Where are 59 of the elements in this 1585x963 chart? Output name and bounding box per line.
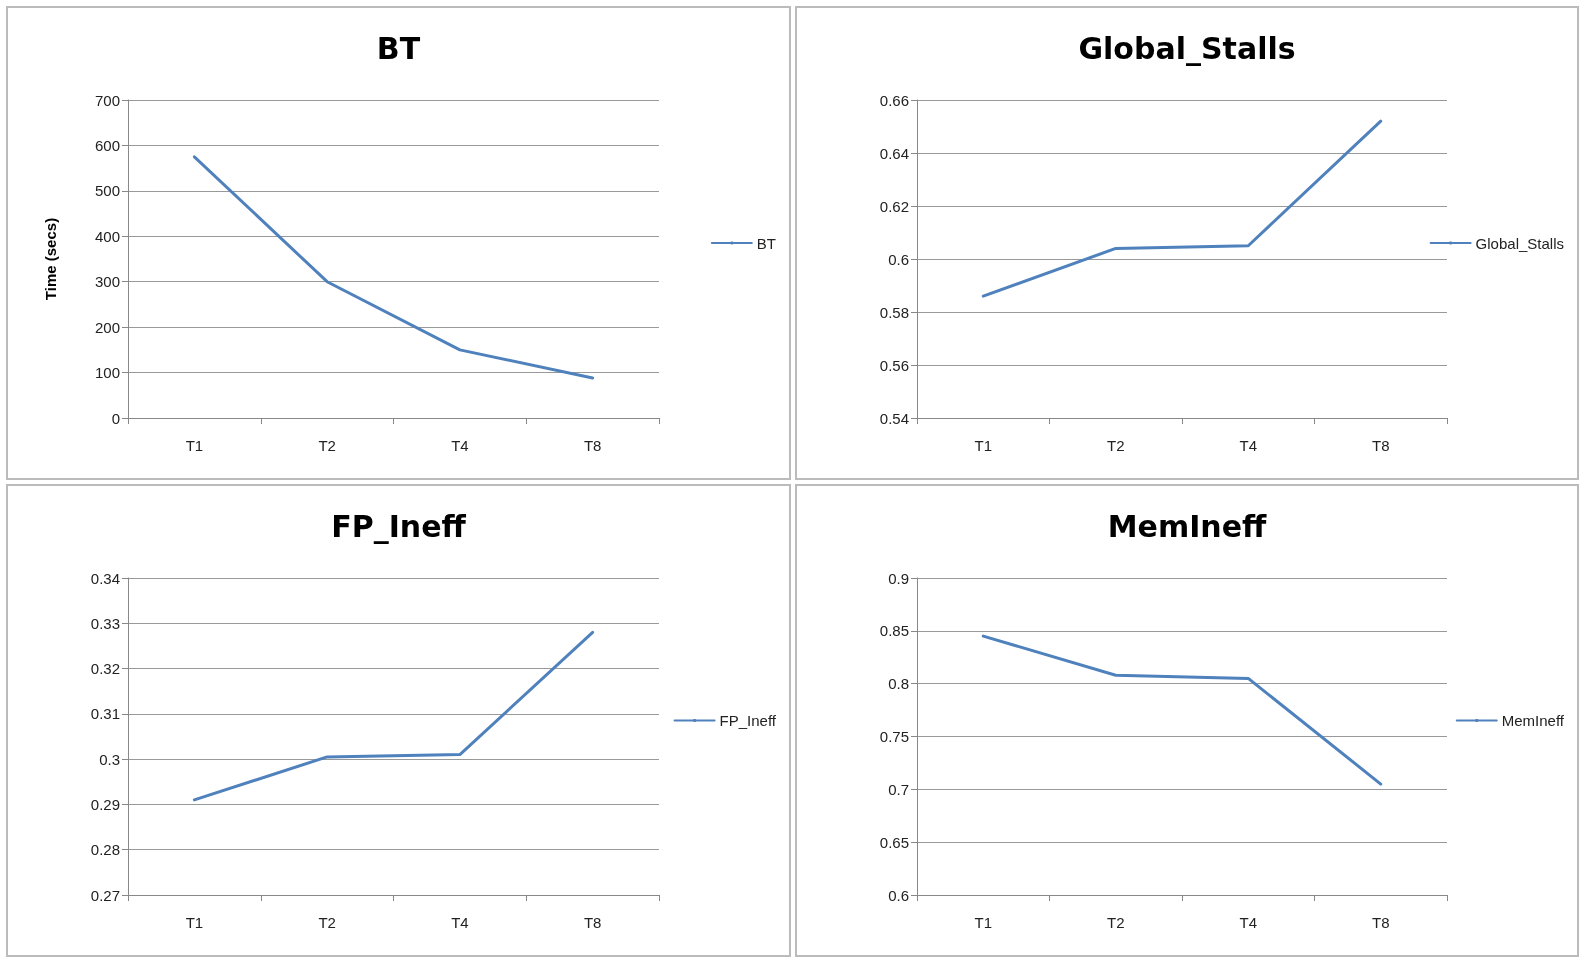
legend-label: BT bbox=[756, 234, 776, 252]
y-tick-label: 0.64 bbox=[879, 144, 909, 162]
y-tick-label: 0.28 bbox=[90, 841, 120, 859]
y-tick-label: 0.7 bbox=[888, 780, 909, 798]
y-tick-label: 0.27 bbox=[90, 886, 120, 904]
y-tick-label: 0.58 bbox=[879, 303, 909, 321]
y-tick-label: 700 bbox=[94, 91, 120, 109]
x-tick-label: T4 bbox=[1239, 437, 1258, 454]
y-tick-label: 0.29 bbox=[90, 795, 120, 813]
y-tick-label: 0.3 bbox=[99, 750, 120, 768]
y-tick-label: 0.33 bbox=[90, 614, 120, 632]
x-tick-label: T4 bbox=[451, 914, 469, 931]
chart-title: FP_Ineff bbox=[331, 508, 467, 544]
x-tick-label: T1 bbox=[974, 914, 993, 931]
x-tick-label: T8 bbox=[1371, 914, 1390, 931]
y-tick-label: 0.32 bbox=[90, 660, 120, 678]
y-tick-label: 200 bbox=[94, 318, 120, 336]
y-tick-label: 0.6 bbox=[888, 886, 909, 904]
legend-label: Global_Stalls bbox=[1475, 234, 1565, 252]
line-series bbox=[981, 119, 1383, 298]
legend-label: FP_Ineff bbox=[719, 712, 777, 729]
x-tick-label: T1 bbox=[974, 437, 993, 454]
y-tick-label: 0.34 bbox=[90, 569, 120, 587]
x-tick-label: T1 bbox=[185, 437, 204, 454]
x-tick-label: T8 bbox=[583, 914, 602, 931]
y-tick-label: 0 bbox=[111, 409, 120, 427]
y-tick-label: 0.56 bbox=[879, 356, 909, 374]
line-series bbox=[192, 630, 595, 802]
chart-title: Global_Stalls bbox=[1078, 30, 1296, 66]
x-tick-label: T8 bbox=[1371, 437, 1390, 454]
y-tick-label: 0.66 bbox=[879, 91, 909, 109]
y-tick-label: 0.9 bbox=[888, 569, 909, 587]
line-series bbox=[192, 155, 595, 380]
y-tick-label: 500 bbox=[94, 182, 120, 200]
y-tick-label: 300 bbox=[94, 273, 120, 291]
x-tick-label: T2 bbox=[1106, 914, 1125, 931]
y-axis-title: Time (secs) bbox=[42, 217, 59, 301]
y-tick-label: 0.75 bbox=[879, 728, 909, 745]
x-tick-label: T4 bbox=[451, 437, 469, 454]
y-tick-label: 0.8 bbox=[888, 675, 909, 693]
legend-label: MemIneff bbox=[1501, 712, 1565, 729]
line-series bbox=[981, 634, 1383, 786]
x-tick-label: T1 bbox=[185, 914, 204, 931]
y-tick-label: 0.65 bbox=[879, 833, 909, 851]
y-tick-label: 0.85 bbox=[879, 622, 909, 640]
y-tick-label: 100 bbox=[94, 364, 120, 382]
y-tick-label: 0.31 bbox=[90, 705, 120, 723]
y-tick-label: 600 bbox=[94, 136, 120, 154]
chart-title: MemIneff bbox=[1107, 508, 1268, 544]
x-tick-label: T8 bbox=[583, 437, 602, 454]
y-tick-label: 0.62 bbox=[879, 197, 909, 215]
chart-title: BT bbox=[376, 30, 421, 66]
x-tick-label: T4 bbox=[1239, 914, 1258, 931]
y-tick-label: 0.6 bbox=[888, 250, 909, 268]
x-tick-label: T2 bbox=[1106, 437, 1125, 454]
x-tick-label: T2 bbox=[318, 914, 336, 931]
y-tick-label: 0.54 bbox=[879, 409, 909, 427]
y-tick-label: 400 bbox=[94, 227, 120, 245]
x-tick-label: T2 bbox=[318, 437, 336, 454]
